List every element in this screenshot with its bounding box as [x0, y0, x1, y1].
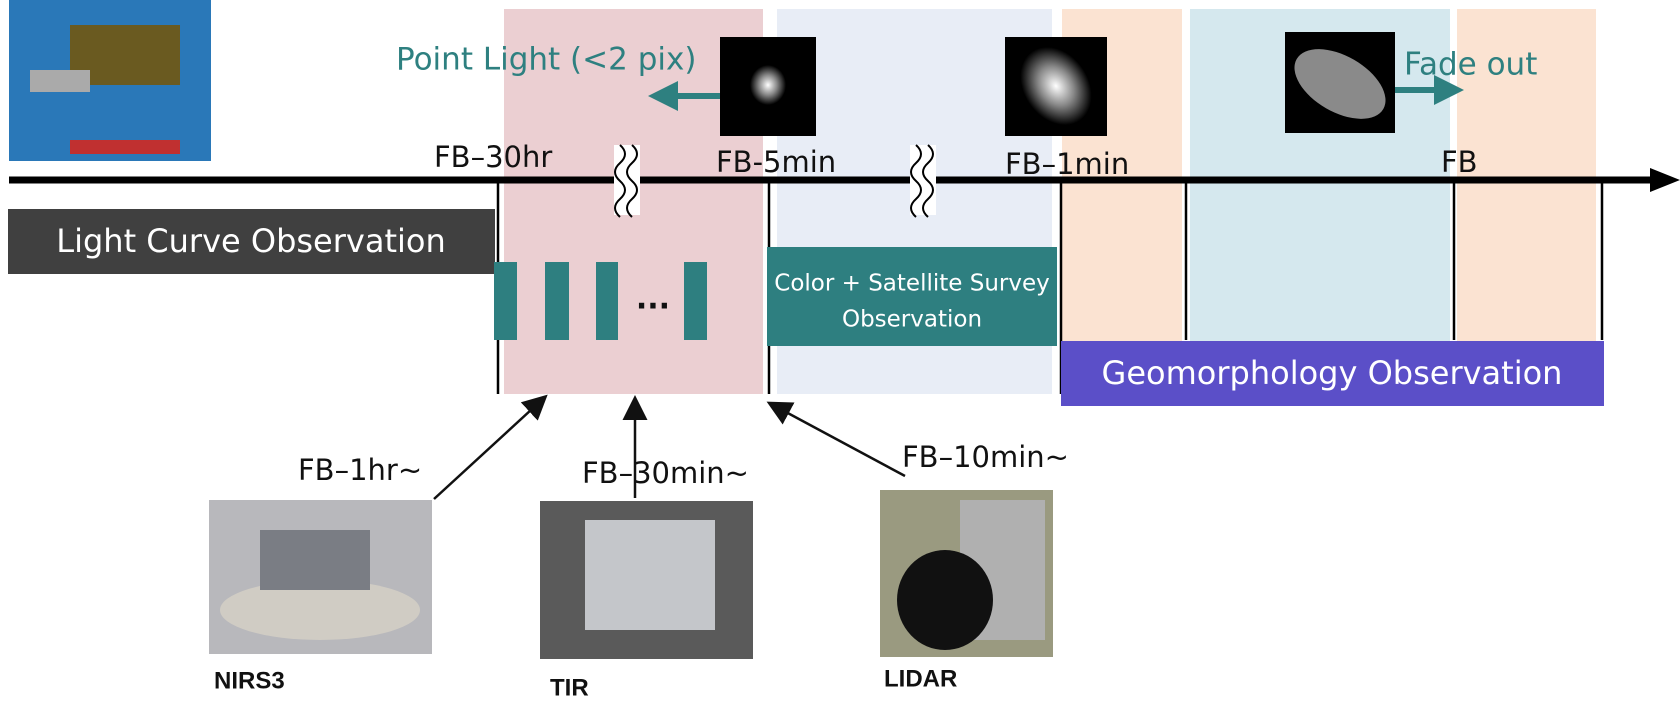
color-survey-label: Color + Satellite Survey: [774, 271, 1049, 297]
marker-label: FB-5min: [716, 145, 836, 179]
marker-label: FB–1min: [1005, 147, 1129, 181]
fade-out-label: Fade out: [1404, 47, 1537, 83]
instrument-start: FB–1hr~: [298, 453, 422, 487]
point-light-label: Point Light (<2 pix): [396, 42, 696, 78]
instrument-name: LIDAR: [884, 665, 957, 692]
point-blob: [750, 65, 786, 105]
lidar-photo: [880, 490, 1053, 657]
diagram: FB–30hr FB-5min FB–1min FB Point Light (…: [0, 0, 1680, 703]
geomorphology-label: Geomorphology Observation: [1102, 354, 1563, 392]
tir-photo: [540, 501, 753, 659]
color-survey-label: Observation: [842, 307, 982, 333]
marker-label: FB: [1441, 145, 1478, 179]
marker-label: FB–30hr: [434, 140, 552, 174]
instrument-name: NIRS3: [214, 667, 285, 694]
camera-photo: [9, 0, 211, 161]
instrument-name: TIR: [550, 674, 589, 701]
light-curve-label: Light Curve Observation: [56, 222, 445, 260]
timeline-arrowhead: [1650, 168, 1680, 192]
ellipsis: ...: [636, 282, 670, 317]
nirs3-photo: [209, 500, 432, 654]
instrument-start: FB–30min~: [582, 456, 749, 490]
instrument-start: FB–10min~: [902, 440, 1069, 474]
